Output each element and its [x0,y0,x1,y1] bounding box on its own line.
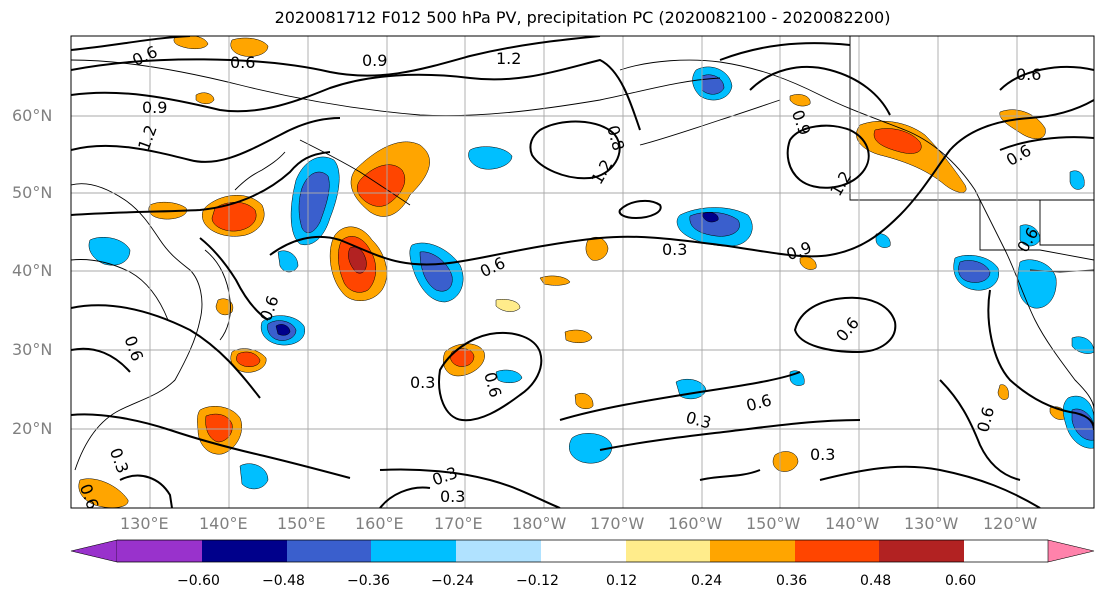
contour-label: 0.3 [410,373,435,392]
precip-anomaly-positive [495,299,521,312]
precip-anomaly-negative [875,233,891,248]
lat-label: 20°N [12,419,53,438]
precip-anomaly-negative [569,433,613,464]
colorbar-segment [287,540,371,562]
contour-label: 0.9 [142,98,167,117]
colorbar-segment [117,540,202,562]
lon-label: 160°W [668,514,723,533]
precip-anomaly-negative [958,260,991,283]
precip-anomaly-negative [239,463,269,490]
contour-label: 0.3 [810,445,835,464]
colorbar-segment [795,540,879,562]
lon-label: 170°E [434,514,483,533]
lon-label: 160°E [355,514,404,533]
lon-label: 140°W [825,514,880,533]
precip-anomaly-positive [450,348,475,367]
lat-label: 40°N [12,261,53,280]
contour-label: 0.9 [362,51,387,70]
lon-label: 150°W [746,514,801,533]
gridlines [71,36,1094,508]
lon-label: 120°W [983,514,1038,533]
colorbar-tick-label: −0.60 [177,573,220,589]
colorbar-segment [879,540,964,562]
lon-label: 150°E [277,514,326,533]
colorbar-tick-label: −0.36 [347,573,390,589]
colorbar-tick-label: −0.24 [431,573,474,589]
colorbar-tick-label: 0.12 [606,573,638,589]
colorbar-tick-label: 0.36 [776,573,808,589]
precip-anomaly-negative [701,212,719,223]
precip-anomaly-positive [772,451,799,472]
colorbar-segment [626,540,710,562]
precip-anomaly-negative [88,237,131,266]
precip-anomaly-negative [419,251,453,292]
colorbar-tick-label: 0.48 [860,573,892,589]
contour-label: 0.6 [230,53,255,72]
precip-anomaly-negative [1071,408,1094,441]
colorbar-tick-label: 0.60 [945,573,977,589]
colorbar-extend-min [70,539,118,563]
lat-label: 60°N [12,106,53,125]
figure-title: 2020081712 F012 500 hPa PV, precipitatio… [274,8,891,27]
precip-anomaly-negative [298,171,330,234]
pv-contours [71,36,1094,508]
colorbar-tick-label: −0.12 [516,573,559,589]
precip-anomaly-negative [495,369,523,383]
precip-anomaly-negative [1069,170,1085,190]
precip-anomaly-positive [574,392,594,409]
colorbar-segment [202,540,287,562]
lon-label: 130°E [120,514,169,533]
precip-anomaly-positive [78,478,129,508]
lat-label: 30°N [12,340,53,359]
lon-label: 140°E [199,514,248,533]
colorbar-segment [456,540,541,562]
lon-label: 180°W [512,514,567,533]
contour-label: 0.6 [1016,65,1041,84]
colorbar-segment [541,540,626,562]
map-frame [70,35,1095,509]
precip-anomaly-negative [1017,259,1057,309]
precip-anomaly-positive [873,128,922,154]
precip-anomaly-negative [701,74,725,95]
colorbar [70,539,1095,563]
precip-anomaly-positive [195,92,215,104]
precip-anomaly-positive [997,384,1009,400]
precip-anomaly-negative [468,146,513,170]
colorbar-extend-max [1047,539,1095,563]
precip-anomaly-positive [539,275,571,286]
contour-label: 1.2 [496,49,521,68]
colorbar-segment [371,540,456,562]
precip-anomaly-negative [277,250,299,273]
precip-shading [78,36,1094,508]
precip-anomaly-positive [230,37,269,57]
precip-anomaly-negative [275,324,291,336]
lon-label: 130°W [904,514,959,533]
colorbar-tick-label: −0.48 [262,573,305,589]
lat-label: 50°N [12,183,53,202]
contour-label: 0.3 [662,240,687,259]
precip-anomaly-positive [564,329,593,343]
lon-label: 170°W [590,514,645,533]
precip-anomaly-positive [236,351,261,367]
precip-anomaly-positive [789,94,811,107]
colorbar-segment [710,540,795,562]
contour-label: 0.3 [440,487,465,506]
colorbar-tick-label: 0.24 [691,573,723,589]
